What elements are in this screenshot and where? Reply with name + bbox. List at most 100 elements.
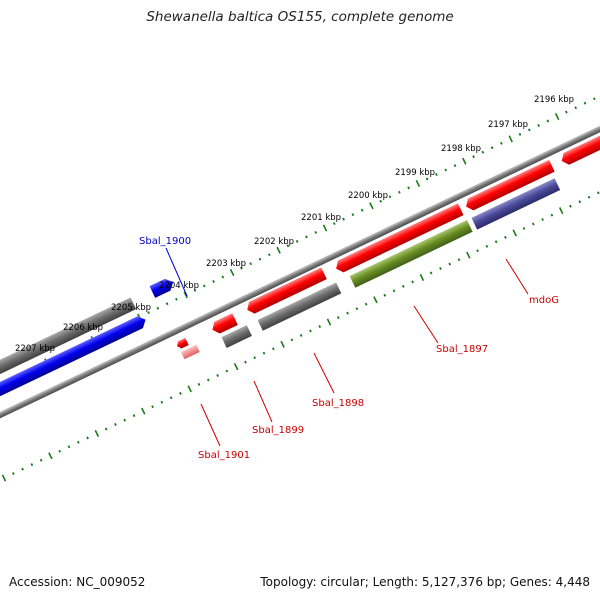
ruler-tick <box>175 297 178 301</box>
ruler-tick <box>388 195 392 199</box>
ruler-tick <box>397 190 401 194</box>
ruler-tick <box>592 97 596 101</box>
ruler-tick <box>504 235 507 239</box>
ruler-tick <box>280 340 285 348</box>
ruler-tick <box>360 208 364 212</box>
gene-label-sbal-1901[interactable]: Sbal_1901 <box>198 450 250 461</box>
ruler-tick <box>206 378 210 382</box>
gene-label-sbal-1898[interactable]: Sbal_1898 <box>312 398 364 409</box>
grey-feature-1898[interactable] <box>257 282 342 331</box>
ruler-tick <box>583 101 587 105</box>
ruler-tick <box>305 235 308 239</box>
ruler-tick <box>512 229 518 237</box>
feature-track <box>0 127 600 417</box>
genome-title: Shewanella baltica OS155, complete genom… <box>146 9 454 25</box>
genome-summary: Topology: circular; Length: 5,127,376 bp… <box>260 575 590 589</box>
ruler-tick <box>355 307 359 311</box>
ruler-tick <box>537 124 540 127</box>
ruler-tick <box>147 311 150 315</box>
ruler-tick <box>457 258 461 262</box>
cds-sbal-1900-arrow[interactable] <box>149 276 176 298</box>
ruler-tick <box>114 422 117 427</box>
ruler-tick <box>160 400 164 404</box>
cds-sbal-1897-arrow[interactable] <box>333 203 464 274</box>
ruler-tick <box>132 414 136 418</box>
ruler-tick <box>435 173 438 176</box>
ruler-tick <box>550 213 554 217</box>
callout-line <box>505 258 529 295</box>
ruler-tick <box>448 262 452 266</box>
ruler-tick <box>351 213 355 217</box>
cds-sbal-1899-arrow[interactable] <box>210 313 238 335</box>
ruler-tick <box>299 333 303 337</box>
highlight-feature-1897[interactable] <box>349 220 473 288</box>
ruler-tick <box>202 284 206 288</box>
ruler-tick <box>346 311 349 315</box>
ruler-tick <box>271 347 275 351</box>
ruler-tick <box>67 445 71 449</box>
ruler-tick <box>212 280 215 283</box>
ruler-tick <box>104 427 108 431</box>
ruler-tick <box>262 351 266 355</box>
callout-lines <box>165 247 529 447</box>
ruler-tick <box>587 195 591 199</box>
ruler-tick <box>411 280 414 284</box>
ruler-tick <box>151 405 154 409</box>
cds-mdog-arrow[interactable] <box>463 159 555 213</box>
ruler-tick <box>439 267 442 271</box>
ruler-tick <box>574 106 578 110</box>
ruler-label: 2204 kbp <box>159 281 199 291</box>
ruler-tick <box>39 458 43 462</box>
ruler-label: 2206 kbp <box>63 323 103 333</box>
ruler-label: 2201 kbp <box>301 213 341 223</box>
ruler-tick <box>444 168 448 172</box>
purple-feature-mdog[interactable] <box>471 178 561 230</box>
ruler-tick <box>290 338 294 342</box>
ruler-tick <box>332 222 336 225</box>
cds-reverse-arrow[interactable] <box>0 314 148 417</box>
cds-sbal-1898-arrow[interactable] <box>244 267 327 315</box>
ruler-tick <box>197 382 201 386</box>
cds-sbal-1901-arrow[interactable] <box>175 337 189 350</box>
ruler-tick <box>522 227 526 230</box>
ruler-tick <box>169 396 173 400</box>
ruler-tick <box>508 135 513 143</box>
gene-label-sbal-1897[interactable]: Sbal_1897 <box>436 344 488 355</box>
ruler-tick <box>415 179 421 187</box>
cds-sbal-1901-part[interactable] <box>180 344 200 360</box>
gene-label-sbal-1900[interactable]: Sbal_1900 <box>139 236 191 247</box>
ruler-tick <box>48 452 53 460</box>
accession-label: Accession: NC_009052 <box>9 575 146 589</box>
ruler-tick <box>76 440 80 444</box>
ruler-tick <box>336 316 340 320</box>
ruler-tick <box>21 467 24 471</box>
cds-next-arrow[interactable] <box>559 127 600 167</box>
callout-line <box>165 247 188 297</box>
ruler-label: 2207 kbp <box>15 344 55 354</box>
ruler-tick <box>123 418 127 422</box>
ruler-tick <box>309 329 312 333</box>
ruler-tick <box>364 302 368 306</box>
ruler-tick <box>546 119 550 123</box>
ruler-tick <box>369 202 374 210</box>
ruler-label: 2203 kbp <box>206 259 246 269</box>
ruler-tick <box>267 253 271 257</box>
ruler-tick <box>527 128 531 132</box>
ruler-tick <box>453 164 457 168</box>
grey-feature-block[interactable] <box>0 297 137 399</box>
ruler-tick <box>286 244 290 248</box>
grey-feature-1899[interactable] <box>221 325 252 348</box>
ruler-tick <box>244 360 247 364</box>
ruler-tick <box>379 199 383 203</box>
ruler-tick <box>419 273 425 281</box>
ruler-label: 2196 kbp <box>534 95 574 105</box>
gene-labels: Sbal_1900 mdoG Sbal_1897 Sbal_1898 Sbal_… <box>139 236 559 461</box>
ruler-label: 2197 kbp <box>488 120 528 130</box>
ruler-tick <box>565 110 568 114</box>
ruler-tick <box>58 449 62 453</box>
gene-label-sbal-1899[interactable]: Sbal_1899 <box>252 425 304 436</box>
ruler-tick <box>472 155 475 159</box>
gene-label-mdog[interactable]: mdoG <box>529 295 559 306</box>
callout-line <box>200 403 221 447</box>
